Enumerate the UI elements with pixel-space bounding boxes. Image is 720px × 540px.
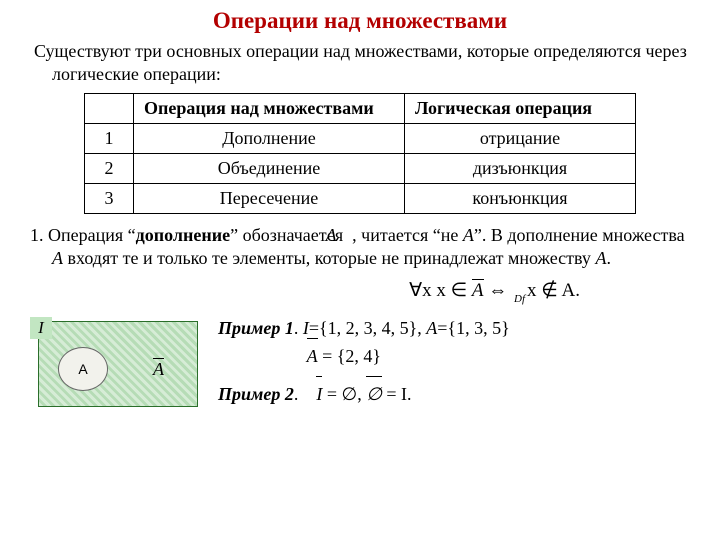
complement-description: 1. Операция “дополнение” обозначается A … [30,224,690,271]
desc-period: . [606,248,611,268]
example-2: Пример 2. I = ∅, ∅ = I. [218,377,510,411]
cell-op: Пересечение [134,184,405,214]
ex2-Ibar: I [316,377,322,411]
table-row: 2 Объединение дизъюнкция [85,154,636,184]
desc-prefix: 1. Операция “ [30,225,136,245]
ex1-A: A [426,318,437,338]
formula-abar: A [472,280,484,302]
th-blank [85,94,134,124]
desc-varA2: A [52,248,63,268]
venn-set-A: A [58,347,108,391]
table-row: 1 Дополнение отрицание [85,124,636,154]
cell-logic: дизъюнкция [405,154,636,184]
ex1-result-rhs: = {2, 4} [318,346,381,366]
table-header-row: Операция над множествами Логическая опер… [85,94,636,124]
ex2-eq1: = [322,384,341,404]
complement-formula: ∀x x ∈ A ⇔ Dfx ∉ A. [30,279,690,305]
operations-table: Операция над множествами Логическая опер… [84,93,636,214]
th-logic: Логическая операция [405,94,636,124]
ex1-eqI: ={1, 2, 3, 4, 5}, [309,318,426,338]
cell-num: 2 [85,154,134,184]
desc-tail2: входят те и только те элементы, которые … [63,248,595,268]
formula-forall: ∀x x ∈ [409,280,472,301]
ex1-result-lhs: A [307,339,318,373]
cell-op: Объединение [134,154,405,184]
ex2-emptybar: ∅ [366,377,382,411]
desc-bold: дополнение [136,225,230,245]
formula-notin: x ∉ A. [527,280,580,301]
examples-block: Пример 1. I={1, 2, 3, 4, 5}, A={1, 3, 5}… [218,311,510,412]
ex2-rhs: = I. [382,384,412,404]
venn-label-I: I [30,317,52,339]
cell-num: 3 [85,184,134,214]
ex1-label: Пример 1 [218,318,294,338]
ex2-label: Пример 2 [218,384,294,404]
desc-varA3: A [595,248,606,268]
venn-label-Abar: A [153,359,164,380]
ex1-eqA: ={1, 3, 5} [437,318,509,338]
slide-title: Операции над множествами [30,8,690,34]
cell-logic: конъюнкция [405,184,636,214]
cell-op: Дополнение [134,124,405,154]
th-op: Операция над множествами [134,94,405,124]
table-row: 3 Пересечение конъюнкция [85,184,636,214]
intro-text: Существуют три основных операции над мно… [48,40,690,85]
formula-iff: ⇔ Df [484,280,528,301]
ex2-empty1: ∅ [342,384,358,404]
cell-num: 1 [85,124,134,154]
desc-tail1: ”. В дополнение множества [474,225,685,245]
desc-varA1: A [463,225,474,245]
desc-after: , читается “не [352,225,463,245]
cell-logic: отрицание [405,124,636,154]
venn-diagram: I A A [30,311,200,411]
ex2-comma: , [357,384,366,404]
